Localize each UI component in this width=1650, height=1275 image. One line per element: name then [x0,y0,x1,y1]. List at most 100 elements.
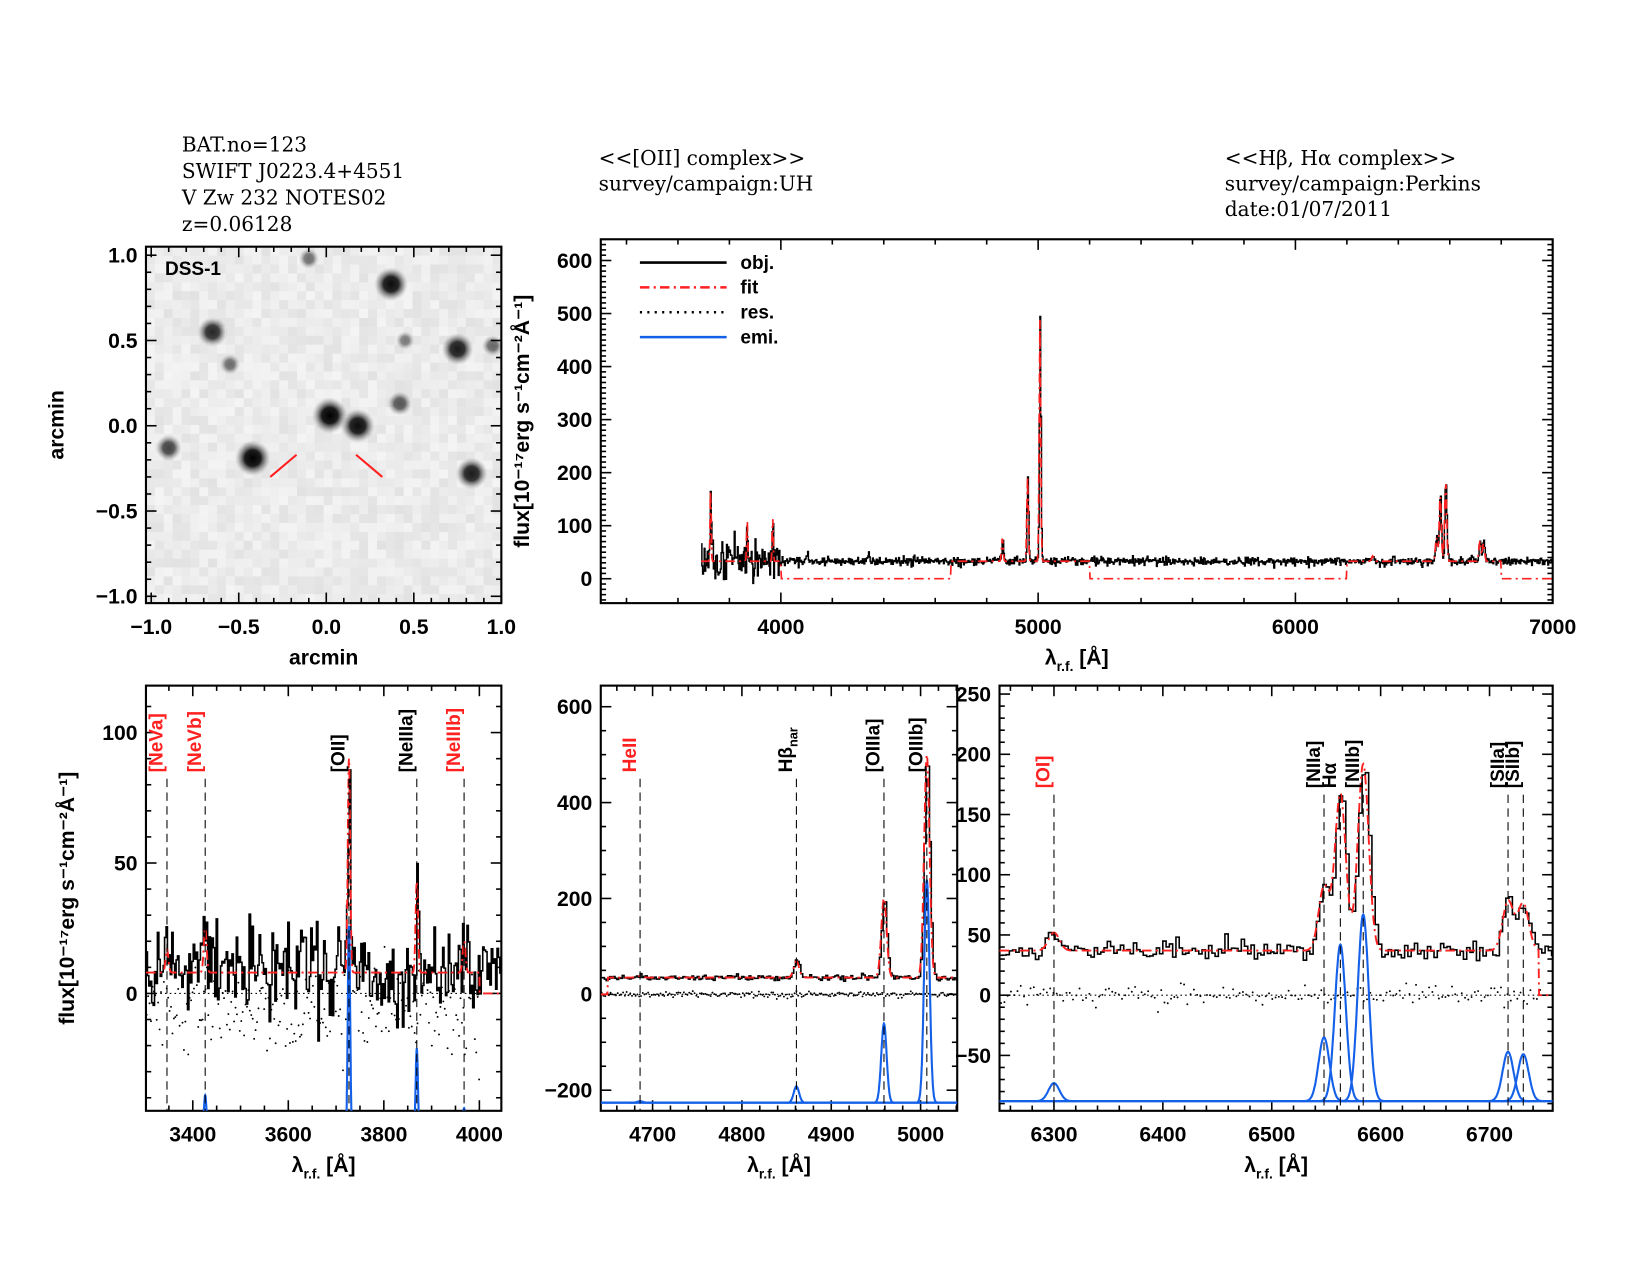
residual-point [1091,999,1094,1002]
image-pixel [181,380,192,390]
image-pixel [261,407,271,417]
residual-point [813,992,816,995]
image-pixel [376,469,387,480]
image-pixel [252,433,263,444]
residual-point [147,995,150,998]
image-pixel [341,576,351,586]
residual-point [852,994,855,997]
image-pixel [448,594,458,604]
image-pixel [456,300,467,310]
residual-point [233,1020,236,1023]
image-pixel [492,442,502,453]
header-object-info: BAT.no=123 SWIFT J0223.4+4551 V Zw 232 N… [181,132,404,235]
image-pixel [341,317,351,328]
residual-point [240,1020,243,1023]
residual-point [1375,998,1378,1001]
image-pixel [305,282,316,292]
image-pixel [172,273,183,283]
image-pixel [279,585,289,595]
image-pixel [483,317,494,328]
header-oii-info: <<[OII] complex>> survey/campaign:UH [599,146,814,195]
residual-point [1036,993,1039,996]
residual-point [197,1026,200,1028]
image-pixel [376,344,387,355]
image-pixel [474,291,485,301]
image-pixel [261,291,271,301]
image-pixel [172,255,183,266]
image-pixel [234,398,245,408]
plot-area [600,754,958,1104]
residual-point [759,993,762,996]
image-pixel [430,594,440,604]
image-pixel [288,540,298,551]
image-pixel [341,326,351,337]
image-pixel [154,522,165,533]
image-pixel [190,353,200,364]
image-pixel [314,344,325,355]
image-pixel [208,246,218,257]
image-pixel [199,567,209,578]
residual-point [631,994,633,997]
image-pixel [412,505,423,515]
image-pixel [403,255,414,266]
residual-point [640,995,642,998]
image-pixel [341,433,351,444]
image-pixel [234,273,245,283]
image-pixel [288,273,298,283]
image-pixel [163,576,174,586]
residual-point [241,1011,244,1013]
residual-point [428,1021,430,1024]
image-pixel [323,576,334,586]
image-pixel [225,389,236,399]
image-pixel [323,469,334,480]
image-pixel [456,309,467,319]
image-pixel [394,478,405,488]
image-pixel [199,469,209,480]
image-pixel [323,558,334,569]
residual-point [306,996,309,999]
residual-point [291,1040,294,1043]
residual-point [766,996,769,998]
star-source [197,316,228,347]
image-pixel [359,300,369,310]
image-pixel [465,594,476,604]
x-axis-label-unit: [Å] [1073,643,1108,669]
residual-point [1016,990,1019,993]
image-pixel [288,594,298,604]
image-pixel [350,371,360,381]
image-pixel [323,487,334,497]
image-pixel [199,389,209,399]
image-pixel [145,389,156,399]
image-pixel [190,478,200,488]
residual-point [449,996,452,999]
image-pixel [341,505,351,515]
image-pixel [403,246,414,257]
image-pixel [403,469,414,480]
image-pixel [385,362,396,373]
image-pixel [368,282,378,292]
oii-survey: survey/campaign:UH [599,172,814,196]
image-pixel [385,433,396,444]
image-pixel [394,451,405,462]
y-tick-label: 300 [557,409,592,432]
image-pixel [163,514,174,524]
residual-point [1271,998,1274,1000]
image-pixel [234,407,245,417]
image-pixel [190,433,200,444]
residual-point [727,993,730,996]
residual-point [220,1036,223,1039]
residual-point [745,992,748,995]
image-pixel [421,407,431,417]
residual-point [155,1018,158,1021]
residual-point [1398,989,1401,992]
image-pixel [297,478,307,488]
image-pixel [225,478,236,488]
residual-point [260,987,263,990]
y-tick-label: −1.0 [96,586,138,609]
image-pixel [261,576,271,586]
image-pixel [288,531,298,542]
image-pixel [314,558,325,569]
image-pixel [456,398,467,408]
image-pixel [492,309,502,319]
image-pixel [448,549,458,560]
